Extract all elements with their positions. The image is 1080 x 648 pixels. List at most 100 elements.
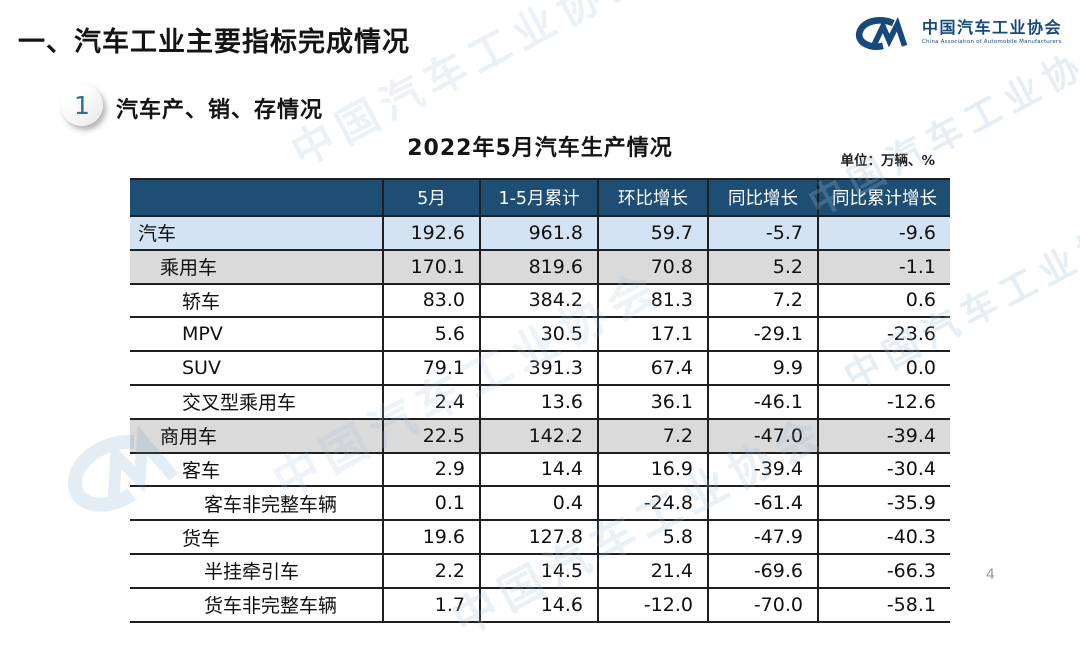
row-value: 67.4 xyxy=(597,350,709,386)
row-value: -39.4 xyxy=(707,451,819,488)
row-value: 81.3 xyxy=(597,282,709,319)
row-value: 0.1 xyxy=(382,485,481,522)
row-value: -12.6 xyxy=(817,383,950,420)
row-value: 17.1 xyxy=(597,316,709,353)
row-label: SUV xyxy=(130,350,384,386)
row-value: -47.9 xyxy=(707,519,819,555)
row-value: 9.9 xyxy=(707,350,819,386)
row-value: 2.2 xyxy=(382,552,481,589)
section-number: 1 xyxy=(74,90,90,120)
table-row: 半挂牵引车 2.2 14.5 21.4 -69.6 -66.3 xyxy=(130,552,950,589)
column-header: 同比累计增长 xyxy=(817,178,950,217)
table-row: 客车 2.9 14.4 16.9 -39.4 -30.4 xyxy=(130,451,950,488)
row-label: 客车 xyxy=(130,451,384,488)
caam-logo: 中国汽车工业协会 China Association of Automobile… xyxy=(853,16,1062,56)
row-value: -23.6 xyxy=(817,316,950,353)
row-value: 5.2 xyxy=(707,248,819,285)
section-number-badge: 1 xyxy=(61,84,103,126)
row-label: 乘用车 xyxy=(130,248,384,285)
row-value: 79.1 xyxy=(382,350,481,386)
table-row: 货车非完整车辆 1.7 14.6 -12.0 -70.0 -58.1 xyxy=(130,586,950,623)
row-value: -70.0 xyxy=(707,586,819,623)
caam-logo-mark-icon xyxy=(853,16,915,56)
row-value: 5.6 xyxy=(382,316,481,353)
table-row: 乘用车 170.1 819.6 70.8 5.2 -1.1 xyxy=(130,248,950,285)
row-value: 2.4 xyxy=(382,383,481,420)
row-value: -47.0 xyxy=(707,417,819,454)
row-value: 14.4 xyxy=(479,451,599,488)
row-value: -9.6 xyxy=(817,215,950,251)
row-value: -12.0 xyxy=(597,586,709,623)
row-value: -1.1 xyxy=(817,248,950,285)
row-value: 0.6 xyxy=(817,282,950,319)
production-table-body: 汽车 192.6 961.8 59.7 -5.7 -9.6 乘用车 170.1 819.6 70.… xyxy=(130,215,950,623)
row-label: 轿车 xyxy=(130,282,384,319)
row-value: 1.7 xyxy=(382,586,481,623)
row-value: -35.9 xyxy=(817,485,950,522)
row-label: 商用车 xyxy=(130,417,384,454)
row-value: 83.0 xyxy=(382,282,481,319)
row-label: 货车 xyxy=(130,519,384,555)
row-value: -29.1 xyxy=(707,316,819,353)
row-label: 客车非完整车辆 xyxy=(130,485,384,522)
row-value: 2.9 xyxy=(382,451,481,488)
row-label: 货车非完整车辆 xyxy=(130,586,384,623)
row-value: 22.5 xyxy=(382,417,481,454)
row-value: 59.7 xyxy=(597,215,709,251)
row-value: 14.6 xyxy=(479,586,599,623)
row-value: -69.6 xyxy=(707,552,819,589)
row-value: 13.6 xyxy=(479,383,599,420)
column-header: 环比增长 xyxy=(597,178,709,217)
row-value: -39.4 xyxy=(817,417,950,454)
row-value: -66.3 xyxy=(817,552,950,589)
table-row: 交叉型乘用车 2.4 13.6 36.1 -46.1 -12.6 xyxy=(130,383,950,420)
row-value: 36.1 xyxy=(597,383,709,420)
row-value: 961.8 xyxy=(479,215,599,251)
table-row: 轿车 83.0 384.2 81.3 7.2 0.6 xyxy=(130,282,950,319)
row-value: 819.6 xyxy=(479,248,599,285)
table-row: MPV 5.6 30.5 17.1 -29.1 -23.6 xyxy=(130,316,950,353)
section-title: 汽车产、销、存情况 xyxy=(116,98,324,123)
row-value: 142.2 xyxy=(479,417,599,454)
row-value: -61.4 xyxy=(707,485,819,522)
row-label: MPV xyxy=(130,316,384,353)
row-value: -24.8 xyxy=(597,485,709,522)
row-value: 391.3 xyxy=(479,350,599,386)
table-header-row: 5月 1-5月累计 环比增长 同比增长 同比累计增长 xyxy=(130,178,950,217)
page-title: 一、汽车工业主要指标完成情况 xyxy=(18,27,410,58)
row-value: 7.2 xyxy=(597,417,709,454)
column-header: 5月 xyxy=(382,178,481,217)
row-value: 21.4 xyxy=(597,552,709,589)
column-header: 1-5月累计 xyxy=(479,178,599,217)
row-value: 170.1 xyxy=(382,248,481,285)
row-value: 30.5 xyxy=(479,316,599,353)
row-value: -46.1 xyxy=(707,383,819,420)
table-row: 汽车 192.6 961.8 59.7 -5.7 -9.6 xyxy=(130,215,950,251)
row-value: 14.5 xyxy=(479,552,599,589)
row-value: -40.3 xyxy=(817,519,950,555)
caam-logo-text: 中国汽车工业协会 China Association of Automobile… xyxy=(922,18,1062,46)
table-row: SUV 79.1 391.3 67.4 9.9 0.0 xyxy=(130,350,950,386)
row-value: 192.6 xyxy=(382,215,481,251)
row-value: 0.0 xyxy=(817,350,950,386)
caam-logo-name-en: China Association of Automobile Manufact… xyxy=(921,39,1062,45)
row-value: -5.7 xyxy=(707,215,819,251)
production-table: 5月 1-5月累计 环比增长 同比增长 同比累计增长 汽车 192.6 961.8 59.7-… xyxy=(130,178,950,623)
column-header xyxy=(130,178,384,217)
row-value: 16.9 xyxy=(597,451,709,488)
row-label: 半挂牵引车 xyxy=(130,552,384,589)
row-label: 汽车 xyxy=(130,215,384,251)
row-value: 19.6 xyxy=(382,519,481,555)
table-row: 商用车 22.5 142.2 7.2 -47.0 -39.4 xyxy=(130,417,950,454)
row-value: 384.2 xyxy=(479,282,599,319)
row-value: 5.8 xyxy=(597,519,709,555)
row-value: 0.4 xyxy=(479,485,599,522)
row-value: 7.2 xyxy=(707,282,819,319)
row-value: -30.4 xyxy=(817,451,950,488)
row-value: 70.8 xyxy=(597,248,709,285)
row-value: -58.1 xyxy=(817,586,950,623)
caam-logo-name-cn: 中国汽车工业协会 xyxy=(921,18,1062,37)
table-row: 客车非完整车辆 0.1 0.4 -24.8 -61.4 -35.9 xyxy=(130,485,950,522)
row-label: 交叉型乘用车 xyxy=(130,383,384,420)
page-number: 4 xyxy=(986,567,995,583)
